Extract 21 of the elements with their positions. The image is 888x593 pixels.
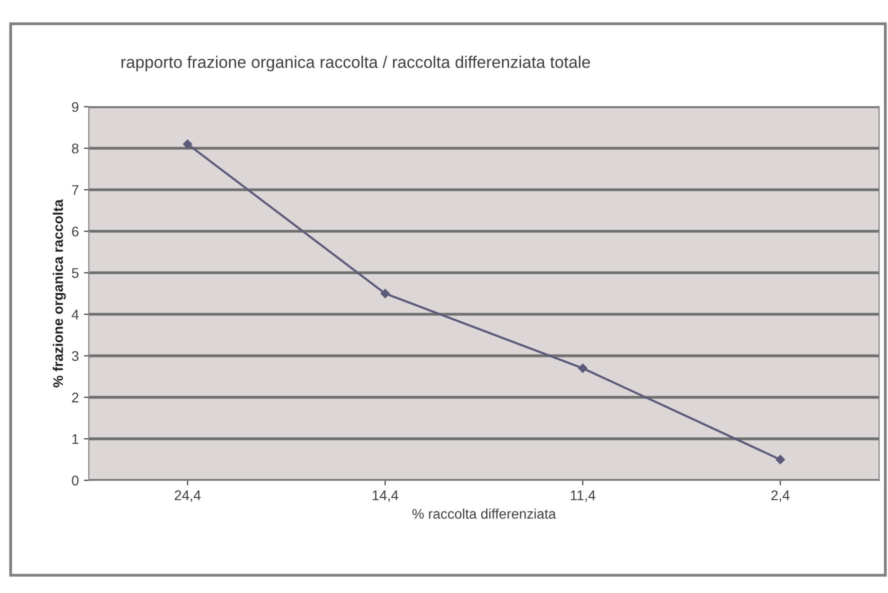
y-tick-label: 2 (72, 392, 78, 402)
y-tick-label: 7 (72, 185, 78, 195)
y-tick-label: 6 (72, 226, 78, 236)
point (182, 139, 192, 149)
chart-title: rapporto frazione organica raccolta / raccolta differenziata totale (122, 56, 590, 72)
y-tick-label: 8 (72, 144, 78, 154)
y-tick-label: 4 (72, 310, 79, 320)
y-axis-title: % frazione organica raccolta (52, 199, 66, 388)
x-tick-label: 2,4 (771, 490, 790, 502)
x-tick-label: 11,4 (570, 490, 596, 502)
point (578, 364, 588, 373)
point (380, 288, 390, 298)
y-tick-label: 0 (72, 476, 79, 486)
y-tick-label: 5 (72, 268, 78, 278)
x-axis-title: % raccolta differenziata (412, 508, 556, 519)
y-tick-label: 9 (72, 102, 78, 112)
y-tick-label: 1 (72, 434, 78, 444)
point (776, 454, 785, 464)
x-tick-label: 14,4 (372, 490, 398, 502)
y-tick-label: 3 (72, 351, 78, 361)
x-tick-label: 24,4 (174, 490, 201, 502)
